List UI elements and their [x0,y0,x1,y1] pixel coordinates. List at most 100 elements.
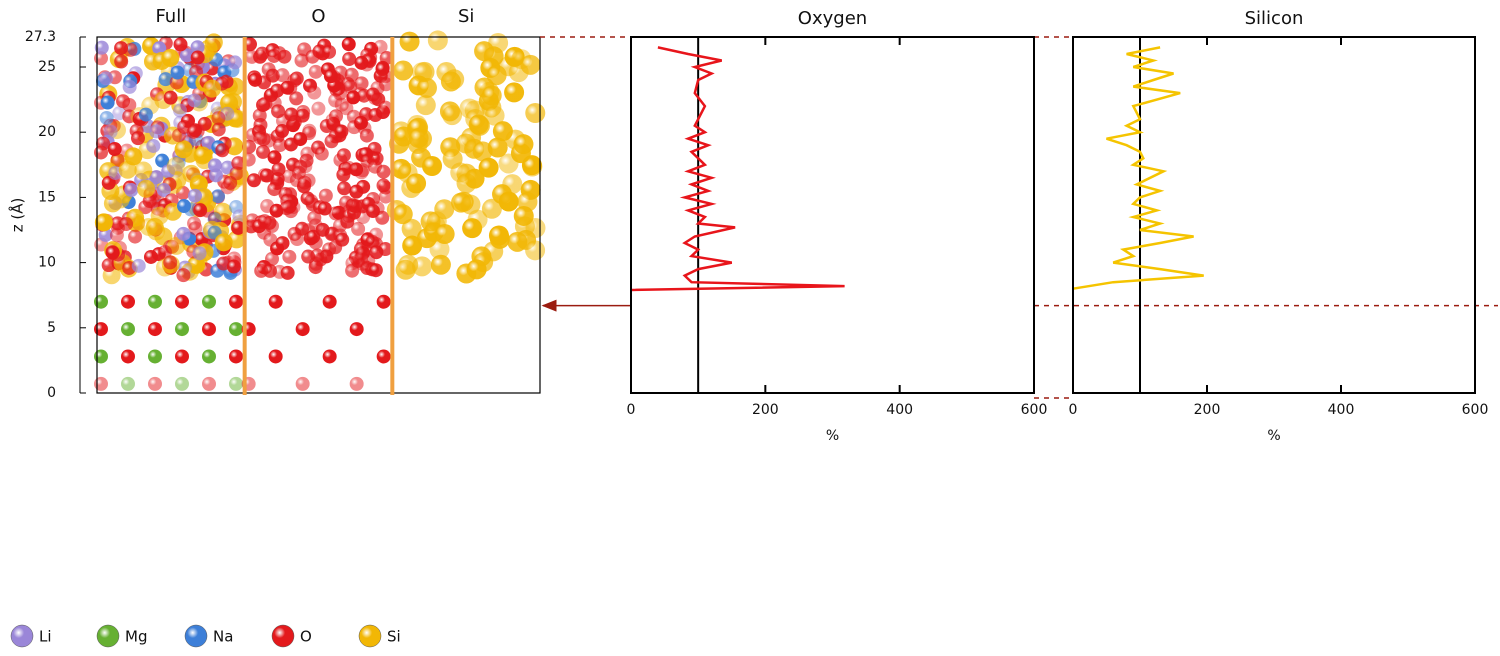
atom [504,82,525,103]
atom [229,322,243,337]
atom [484,105,505,126]
atom [513,205,534,226]
atom [122,79,137,94]
y-axis-label: z (Å) [8,198,27,233]
atom [119,216,134,231]
atom [344,67,359,82]
atom [415,95,436,116]
atom [369,227,384,242]
atom [100,95,115,110]
atom [307,85,322,100]
legend-swatch [271,624,295,648]
atom [406,173,427,194]
atom [192,246,207,261]
atom [376,294,391,309]
atom [99,71,114,86]
atom [267,150,282,165]
atom [481,85,502,106]
atom [399,31,420,52]
legend-swatch [184,624,208,648]
y-tick-label: 25 [38,59,56,75]
atom [174,140,193,159]
atom [268,294,283,309]
atom [318,188,333,203]
x-tick-label: 400 [886,402,913,418]
atom [365,87,380,102]
panel-label: Full [155,6,186,27]
atom [193,203,208,218]
atom [171,128,186,143]
atom [360,153,375,168]
x-tick-label: 0 [1069,402,1078,418]
atom [254,263,269,278]
atom [486,65,507,86]
atom [275,68,290,83]
atom [148,294,162,309]
atom [109,228,124,243]
legend-label: Li [39,628,52,646]
atom [246,173,261,188]
atom [300,146,315,161]
atom [520,54,541,75]
atom [176,268,191,283]
atom [202,322,216,337]
atom [392,204,413,225]
atom [223,175,238,190]
panel-label: Si [458,6,474,27]
x-axis-label: % [826,428,839,444]
atom [107,142,122,157]
atom [522,156,543,177]
atom [275,124,290,139]
atom [182,164,201,183]
atom [94,322,108,337]
atom [131,258,146,273]
atom [176,226,191,241]
atom [148,349,162,364]
atom [158,72,173,87]
atom [275,236,290,251]
legend-swatch [96,624,120,648]
x-tick-label: 0 [627,402,636,418]
atom [94,294,108,309]
atom [301,126,316,141]
atom [436,62,457,83]
atom [345,263,360,278]
y-tick-label: 10 [38,255,56,271]
atom [329,109,344,124]
atom [337,181,352,196]
legend-swatch [10,624,34,648]
x-tick-label: 600 [1021,402,1048,418]
atom [137,179,156,198]
atom [305,49,320,64]
atom [202,376,216,391]
atom [202,349,216,364]
atom [430,254,451,275]
atom [204,33,223,52]
atom [265,251,280,266]
y-tick-label: 20 [38,124,56,140]
atom [373,39,388,54]
atom [354,76,369,91]
atom [354,55,369,70]
atom [121,294,135,309]
atom [261,62,276,77]
atom [525,240,546,261]
plot-frame [1072,36,1476,394]
atom [155,153,170,168]
atom [272,138,287,153]
x-axis-label: % [1267,428,1280,444]
atom [442,148,463,169]
atom [525,103,546,124]
atom [267,182,282,197]
atom [368,108,383,123]
atom [229,376,243,391]
atom [334,124,349,139]
atom [481,198,502,219]
atom [186,124,201,139]
atom [324,134,339,149]
atom [455,133,476,154]
atom [492,121,513,142]
legend-label: O [300,628,312,646]
atom [256,144,271,159]
atom [263,232,278,247]
